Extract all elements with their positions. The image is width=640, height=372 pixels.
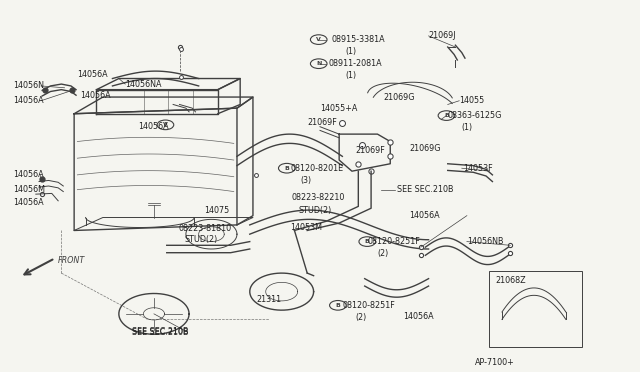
Text: (1): (1) [346, 47, 356, 56]
Text: 08223-82210: 08223-82210 [292, 193, 345, 202]
Text: 14056A: 14056A [77, 70, 108, 79]
Text: B: B [284, 166, 289, 171]
Text: 14056A: 14056A [410, 211, 440, 220]
Text: 14055+A: 14055+A [320, 104, 357, 113]
Text: AP-7100+: AP-7100+ [474, 357, 515, 366]
Text: 14056NB: 14056NB [467, 237, 504, 246]
Text: (3): (3) [301, 176, 312, 185]
Text: (2): (2) [378, 249, 388, 258]
Text: 14056A: 14056A [13, 96, 44, 105]
Text: 21069J: 21069J [429, 31, 456, 41]
Text: B: B [335, 303, 340, 308]
Text: 08120-8201E: 08120-8201E [291, 164, 344, 173]
Text: SEE SEC.210B: SEE SEC.210B [132, 327, 188, 336]
Text: STUD(2): STUD(2) [184, 235, 218, 244]
Text: 21069G: 21069G [384, 93, 415, 102]
Text: 14056A: 14056A [403, 312, 434, 321]
Text: 21068Z: 21068Z [495, 276, 526, 285]
Text: 14056N: 14056N [13, 81, 44, 90]
Text: B: B [444, 113, 449, 118]
Text: SEE SEC.210B: SEE SEC.210B [132, 328, 188, 337]
Text: V: V [316, 37, 321, 42]
Text: FRONT: FRONT [58, 256, 85, 264]
Text: V: V [163, 122, 168, 127]
Text: 21069G: 21069G [410, 144, 441, 153]
Text: 21069F: 21069F [356, 146, 385, 155]
Text: (1): (1) [462, 123, 473, 132]
Text: SEE SEC.210B: SEE SEC.210B [397, 185, 453, 194]
Text: 08120-8251F: 08120-8251F [368, 237, 420, 246]
Text: 21069F: 21069F [307, 118, 337, 127]
Text: 21311: 21311 [256, 295, 281, 304]
Text: 08911-2081A: 08911-2081A [329, 59, 383, 68]
Text: 14053M: 14053M [290, 223, 322, 232]
Text: 08223-81810: 08223-81810 [178, 224, 231, 233]
Text: 14056M: 14056M [13, 185, 45, 194]
Text: 08120-8251F: 08120-8251F [342, 301, 395, 310]
Text: 14056NA: 14056NA [125, 80, 162, 89]
Text: 14056A: 14056A [13, 198, 44, 207]
Text: STUD(2): STUD(2) [298, 206, 332, 215]
Text: 08363-6125G: 08363-6125G [448, 111, 502, 120]
Text: 14056A: 14056A [138, 122, 168, 131]
Text: N: N [316, 61, 321, 66]
Text: 14056A: 14056A [13, 170, 44, 179]
Bar [489, 271, 582, 347]
Text: 08915-3381A: 08915-3381A [332, 35, 385, 44]
Text: 14056A: 14056A [81, 91, 111, 100]
Text: 14055: 14055 [460, 96, 484, 105]
Text: 14075: 14075 [204, 206, 229, 215]
Text: (2): (2) [355, 313, 366, 322]
Text: B: B [365, 239, 370, 244]
Text: (1): (1) [346, 71, 356, 80]
Text: 14053F: 14053F [463, 164, 493, 173]
